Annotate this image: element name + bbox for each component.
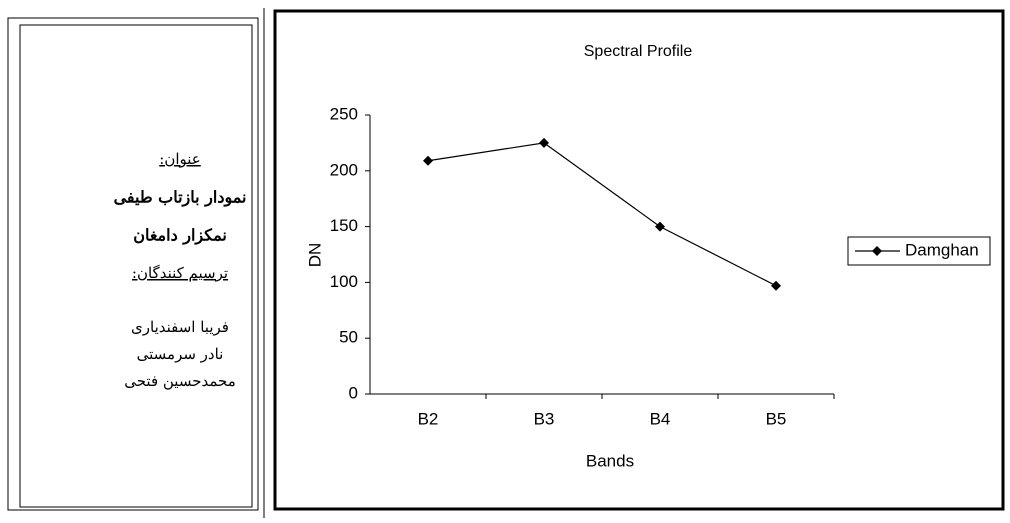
y-tick-label: 200 [330, 160, 358, 179]
authors-label: ترسیم کنندگان: [132, 264, 228, 282]
point [655, 222, 665, 232]
author: محمدحسین فتحی [124, 372, 236, 390]
title-label: عنوان: [159, 150, 200, 168]
point [423, 156, 433, 166]
legend-label: Damghan [905, 240, 979, 259]
y-tick-label: 150 [330, 216, 358, 235]
y-tick-label: 100 [330, 272, 358, 291]
title-line: نمکزار دامغان [133, 226, 227, 246]
y-tick-label: 250 [330, 104, 358, 123]
author: فریبا اسفندیاری [131, 318, 229, 336]
title-line: نمودار بازتاب طیفی [114, 188, 247, 208]
x-tick-label: B5 [766, 409, 787, 428]
x-tick-label: B3 [534, 409, 555, 428]
point [539, 138, 549, 148]
point [771, 281, 781, 291]
y-axis-label: DN [305, 243, 324, 268]
chart-title: Spectral Profile [584, 43, 693, 60]
series-line [428, 143, 776, 286]
y-tick-label: 0 [349, 383, 358, 402]
x-tick-label: B4 [650, 409, 671, 428]
y-tick-label: 50 [339, 328, 358, 347]
author: نادر سرمستی [137, 345, 224, 363]
x-axis-label: Bands [586, 451, 634, 470]
x-tick-label: B2 [418, 409, 439, 428]
page: عنوان: نمودار بازتاب طیفی نمکزار دامغان … [0, 0, 1010, 518]
